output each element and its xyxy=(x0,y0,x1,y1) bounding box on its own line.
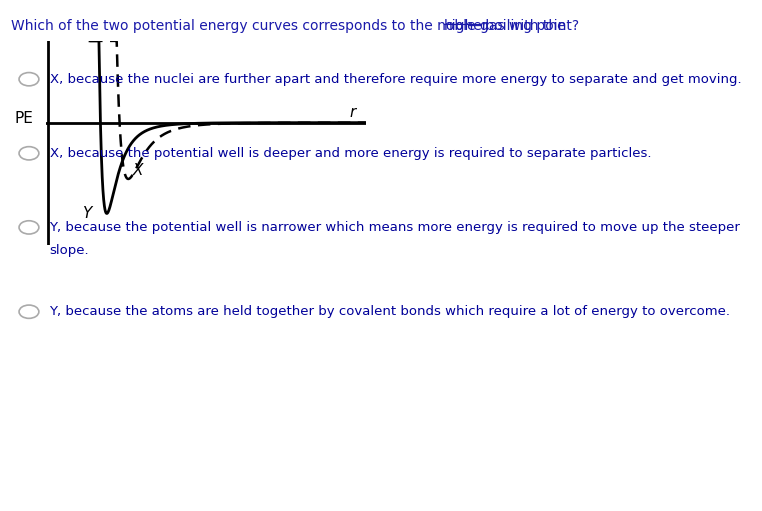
Text: X: X xyxy=(133,164,143,178)
Text: Y, because the atoms are held together by covalent bonds which require a lot of : Y, because the atoms are held together b… xyxy=(50,305,731,318)
Text: PE: PE xyxy=(14,110,33,126)
Text: Which of the two potential energy curves corresponds to the noble gas with the: Which of the two potential energy curves… xyxy=(11,19,570,33)
Text: Y, because the potential well is narrower which means more energy is required to: Y, because the potential well is narrowe… xyxy=(50,221,741,234)
Text: boiling point?: boiling point? xyxy=(482,19,579,33)
Text: X, because the nuclei are further apart and therefore require more energy to sep: X, because the nuclei are further apart … xyxy=(50,73,741,86)
Text: Y: Y xyxy=(82,206,91,221)
Text: slope.: slope. xyxy=(50,244,89,257)
Text: r: r xyxy=(349,105,356,120)
Text: higher: higher xyxy=(443,19,488,33)
Text: X, because the potential well is deeper and more energy is required to separate : X, because the potential well is deeper … xyxy=(50,147,651,160)
